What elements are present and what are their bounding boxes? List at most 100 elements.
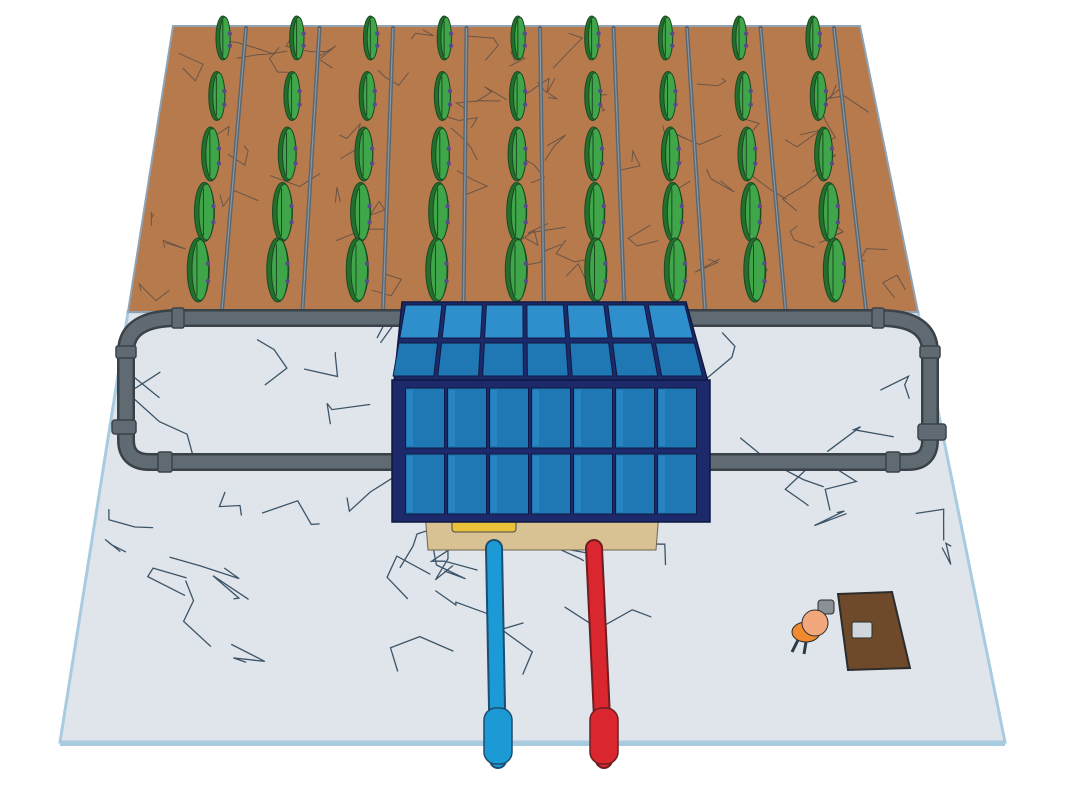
chair <box>817 599 835 615</box>
crop-plant <box>814 126 835 182</box>
slab-crack <box>256 339 288 386</box>
solar-cell-glint <box>449 390 455 446</box>
slab-crack <box>386 555 431 600</box>
soil-crack <box>527 223 566 234</box>
slab-crack <box>346 470 405 513</box>
person-figure[interactable] <box>790 609 829 655</box>
slab-crack <box>880 374 910 399</box>
crop-plant <box>507 126 528 182</box>
crop-plant <box>362 15 380 61</box>
crop-plant <box>504 237 529 303</box>
solar-cell-glint <box>491 456 497 512</box>
crop-plant <box>506 182 528 242</box>
soil-crack <box>411 29 434 40</box>
pipe-joint-right <box>919 345 941 359</box>
soil-crack <box>829 84 869 113</box>
drip-line-highlight <box>612 27 626 311</box>
desk-laptop <box>851 621 873 639</box>
soil-crack <box>475 86 507 103</box>
drip-line-highlight <box>759 27 787 311</box>
pipe-joint-bottom-l2 <box>157 451 173 473</box>
solar-cell <box>482 342 524 377</box>
slab-crack <box>814 510 847 527</box>
crop-plant <box>740 182 763 242</box>
panel-front-cells <box>405 387 697 515</box>
crop-plant <box>510 15 528 61</box>
irrigation-pipe-loop[interactable] <box>111 307 947 473</box>
drip-line-highlight <box>833 27 867 311</box>
drip-line-highlight <box>301 27 321 311</box>
crop-plant <box>734 71 753 121</box>
crop-plant <box>436 15 454 61</box>
solar-cell <box>647 304 694 339</box>
solar-cell-glint <box>407 390 413 446</box>
drip-line-highlight <box>539 27 545 311</box>
soil-crack <box>524 77 556 96</box>
solar-cell-glint <box>617 456 623 512</box>
crop-plant <box>809 71 829 121</box>
solar-cell <box>569 342 614 377</box>
slab-crack <box>182 580 212 647</box>
desk[interactable] <box>817 590 912 672</box>
soil-crack <box>371 272 403 297</box>
crop-plant <box>584 71 603 121</box>
slab-crack <box>499 622 534 675</box>
solar-cell-glint <box>575 390 581 446</box>
slab-crack <box>131 396 194 456</box>
slab-crack <box>827 426 894 452</box>
blue-pipe[interactable] <box>483 539 513 769</box>
soil-crack <box>438 113 479 128</box>
slab-crack <box>169 556 240 580</box>
crop-plant <box>215 15 233 61</box>
person-legs <box>790 639 808 655</box>
soil-crack <box>544 134 566 161</box>
solar-cell-glint <box>659 456 665 512</box>
solar-cell <box>437 342 481 377</box>
soil-crack <box>696 77 727 87</box>
solar-cell-glint <box>575 456 581 512</box>
soil-crack <box>454 100 501 110</box>
pipe-loop <box>119 311 937 469</box>
pipe-joint-bottomright <box>917 423 947 441</box>
slab-crack <box>389 635 454 672</box>
crop-plant <box>201 126 222 182</box>
slab-crack <box>941 542 952 565</box>
solar-cell-glint <box>449 456 455 512</box>
slab-crack <box>431 543 466 580</box>
solar-cell-glint <box>407 456 413 512</box>
solar-cell-glint <box>491 390 497 446</box>
solar-cell <box>526 304 567 339</box>
soil-crack <box>789 225 815 248</box>
slab-crack <box>784 470 809 507</box>
soil-crack <box>619 149 641 171</box>
soil-crack <box>450 127 478 161</box>
soil-crack <box>627 224 659 247</box>
person-head <box>801 609 829 637</box>
red-pipe[interactable] <box>585 539 619 769</box>
drip-line-highlight <box>462 27 468 311</box>
soil-crack <box>467 35 499 61</box>
solar-cell-glint <box>659 390 665 446</box>
solar-cell-glint <box>533 390 539 446</box>
solar-cell <box>607 304 652 339</box>
crop-plant <box>208 71 227 121</box>
solar-cell <box>526 342 569 377</box>
solar-cell <box>612 342 659 377</box>
solar-panel-array[interactable] <box>391 301 711 523</box>
slab-crack <box>326 403 371 425</box>
crop-plant <box>354 126 375 182</box>
crop-plant <box>731 15 749 61</box>
crop-plant <box>584 126 605 182</box>
crop-plant <box>584 182 606 242</box>
slab-crack <box>146 567 187 596</box>
drip-line-highlight <box>686 27 706 311</box>
solar-cell-glint <box>533 456 539 512</box>
solar-cell <box>441 304 483 339</box>
solar-cell <box>654 342 704 377</box>
slab-crack <box>104 538 127 553</box>
crop-plant <box>737 126 758 182</box>
crop-plant <box>743 237 767 303</box>
crop-plant <box>345 237 370 303</box>
desk-top <box>836 590 912 672</box>
